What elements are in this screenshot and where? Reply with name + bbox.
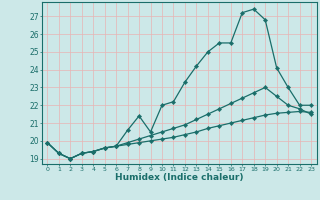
X-axis label: Humidex (Indice chaleur): Humidex (Indice chaleur) <box>115 173 244 182</box>
